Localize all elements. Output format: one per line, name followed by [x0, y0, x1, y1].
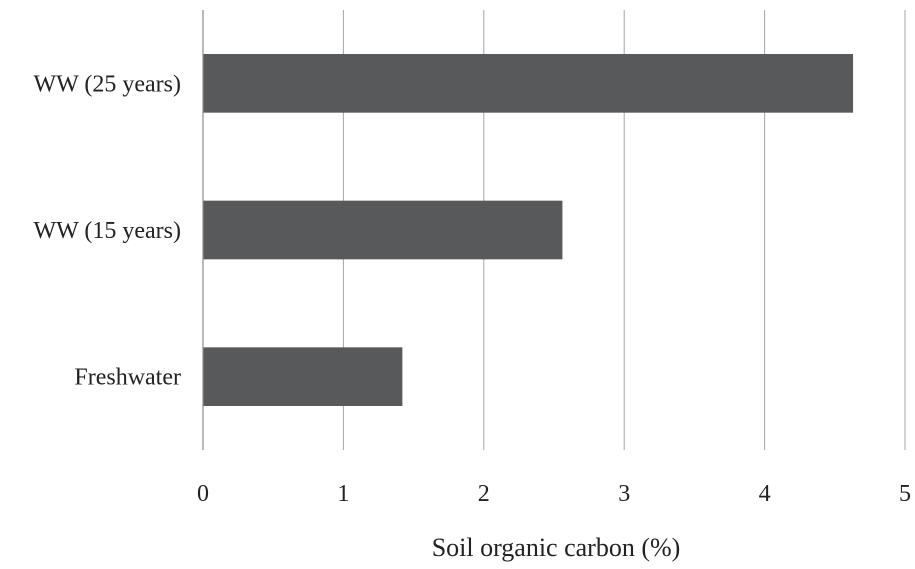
category-label: Freshwater: [74, 365, 181, 391]
x-tick-label: 0: [197, 481, 209, 507]
x-tick-label: 2: [478, 481, 490, 507]
x-tick-label: 5: [899, 481, 911, 507]
x-tick-label: 1: [337, 481, 349, 507]
x-axis-title: Soil organic carbon (%): [432, 533, 681, 562]
category-label: WW (25 years): [34, 71, 182, 97]
category-label: WW (15 years): [34, 218, 182, 244]
bars: [203, 54, 854, 406]
labels: 0 1 2 3 4 5 WW (25 years) WW (15 years) Freshwat…: [34, 71, 912, 507]
bar: [203, 54, 854, 113]
bar: [203, 347, 403, 406]
x-tick-label: 4: [759, 481, 771, 507]
bar: [203, 200, 563, 260]
x-tick-label: 3: [618, 481, 630, 507]
